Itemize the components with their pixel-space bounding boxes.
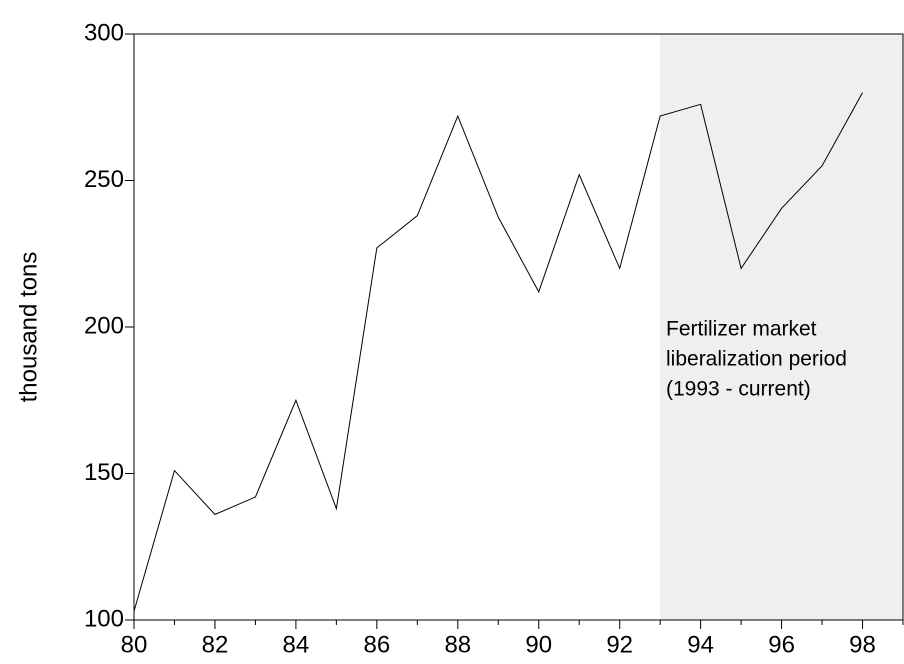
x-tick-label: 94 bbox=[687, 631, 714, 658]
annotation: Fertilizer market bbox=[666, 318, 817, 341]
line bbox=[133, 92, 863, 612]
y-tick-label: 200 bbox=[84, 312, 124, 339]
x-tick-label: 82 bbox=[202, 631, 229, 658]
x-tick-label: 84 bbox=[283, 631, 310, 658]
y-tick-label: 250 bbox=[84, 166, 124, 193]
x-tick-label: 90 bbox=[525, 631, 552, 658]
annotation: liberalization period bbox=[666, 348, 847, 371]
shaded-region bbox=[660, 34, 903, 620]
x-tick-label: 96 bbox=[768, 631, 795, 658]
y-tick-label: 300 bbox=[84, 19, 124, 46]
y-tick-label: 100 bbox=[84, 605, 124, 632]
y-axis-label: thousand tons bbox=[15, 252, 42, 403]
annotation: (1993 - current) bbox=[666, 378, 811, 401]
x-tick-label: 88 bbox=[444, 631, 471, 658]
y-tick-label: 150 bbox=[84, 459, 124, 486]
x-tick-label: 98 bbox=[849, 631, 876, 658]
x-tick-label: 86 bbox=[363, 631, 390, 658]
x-tick-label: 92 bbox=[606, 631, 633, 658]
x-tick-label: 80 bbox=[121, 631, 148, 658]
